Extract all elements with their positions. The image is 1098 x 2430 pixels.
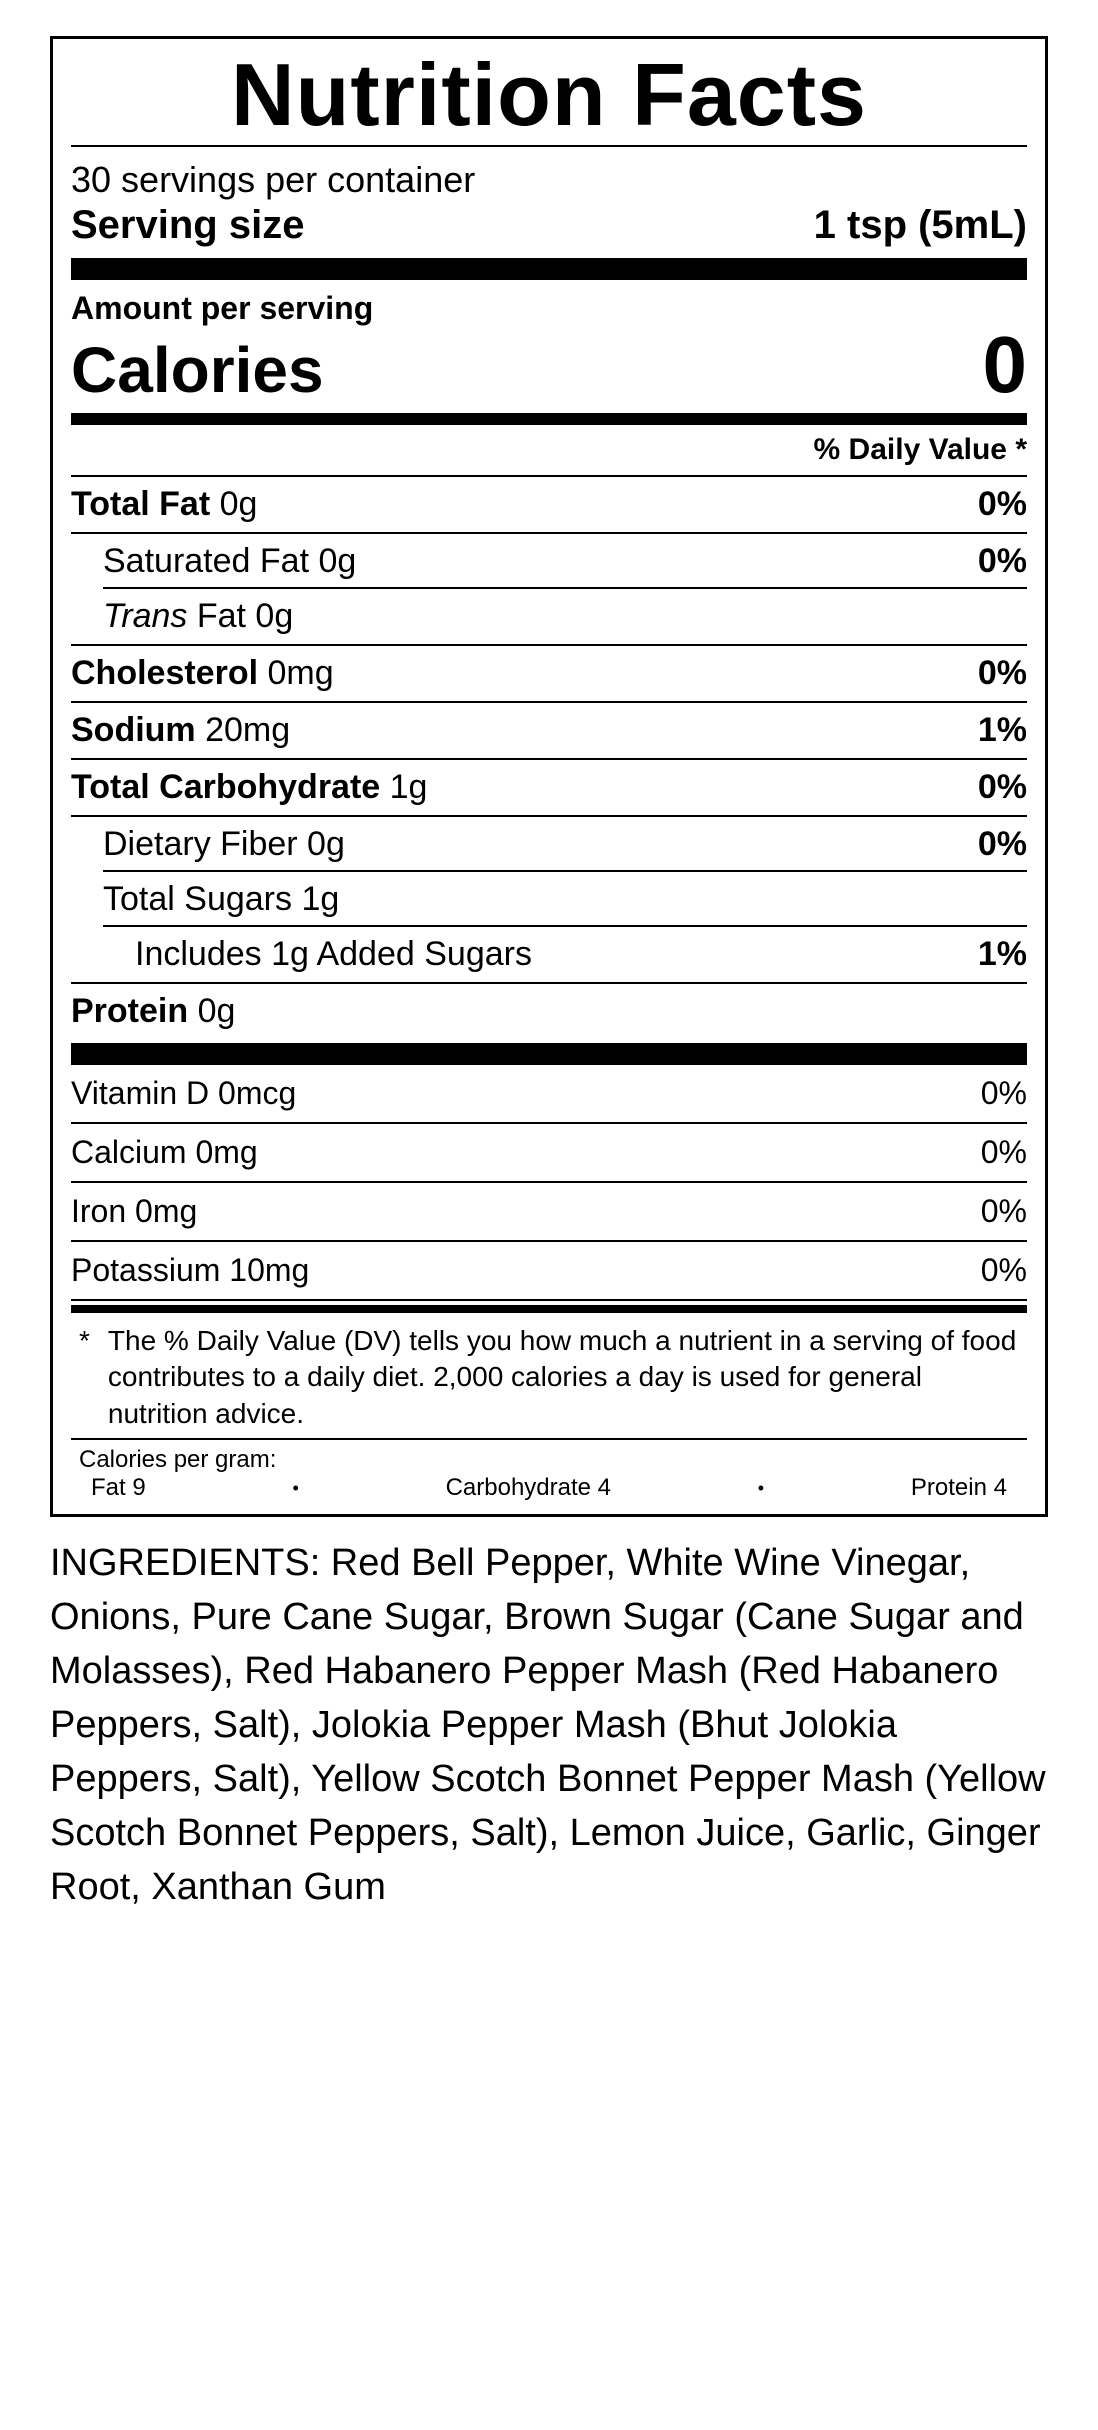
row-trans-fat: Trans Fat 0g — [71, 589, 1027, 646]
ingredients-list: INGREDIENTS: Red Bell Pepper, White Wine… — [50, 1537, 1048, 1915]
panel-title: Nutrition Facts — [71, 51, 1027, 147]
calories-label: Calories — [71, 333, 324, 407]
cpg-carb: Carbohydrate 4 — [446, 1474, 611, 1502]
cpg-fat: Fat 9 — [91, 1474, 146, 1502]
serving-size-value: 1 tsp (5mL) — [814, 203, 1027, 248]
sodium-dv: 1% — [978, 711, 1027, 750]
vitd-dv: 0% — [981, 1075, 1027, 1112]
row-added-sugars: Includes 1g Added Sugars 1% — [71, 927, 1027, 984]
row-iron: Iron 0mg 0% — [71, 1183, 1027, 1242]
sodium-name: Sodium — [71, 711, 196, 749]
row-sodium: Sodium 20mg 1% — [71, 703, 1027, 760]
row-cholesterol: Cholesterol 0mg 0% — [71, 646, 1027, 703]
carb-dv: 0% — [978, 768, 1027, 807]
row-sat-fat: Saturated Fat 0g 0% — [71, 534, 1027, 589]
dv-footnote: * The % Daily Value (DV) tells you how m… — [71, 1313, 1027, 1440]
potassium-name: Potassium 10mg — [71, 1252, 309, 1289]
cpg-label: Calories per gram: — [71, 1440, 1027, 1474]
sat-fat-name: Saturated Fat 0g — [103, 542, 356, 581]
iron-dv: 0% — [981, 1193, 1027, 1230]
trans-fat-prefix: Trans — [103, 597, 187, 635]
trans-fat-rest: Fat 0g — [187, 597, 293, 635]
sugars-name: Total Sugars 1g — [103, 880, 339, 919]
dot-icon: • — [292, 1478, 298, 1499]
nutrition-facts-panel: Nutrition Facts 30 servings per containe… — [50, 36, 1048, 1517]
calories-row: Calories 0 — [71, 329, 1027, 407]
footnote-text: The % Daily Value (DV) tells you how muc… — [108, 1323, 1019, 1432]
cpg-protein: Protein 4 — [911, 1474, 1007, 1502]
added-dv: 1% — [978, 935, 1027, 974]
total-fat-amt: 0g — [210, 485, 257, 523]
sodium-amt: 20mg — [196, 711, 291, 749]
iron-name: Iron 0mg — [71, 1193, 197, 1230]
servings-per-container: 30 servings per container — [71, 159, 1027, 201]
sat-fat-dv: 0% — [978, 542, 1027, 581]
calcium-dv: 0% — [981, 1134, 1027, 1171]
serving-size-row: Serving size 1 tsp (5mL) — [71, 203, 1027, 248]
cholesterol-amt: 0mg — [258, 654, 334, 692]
divider-thin — [71, 1305, 1027, 1313]
protein-name: Protein — [71, 992, 188, 1030]
carb-amt: 1g — [380, 768, 427, 806]
calories-value: 0 — [983, 329, 1028, 401]
serving-size-label: Serving size — [71, 203, 304, 248]
total-fat-name: Total Fat — [71, 485, 210, 523]
row-vitd: Vitamin D 0mcg 0% — [71, 1065, 1027, 1124]
row-calcium: Calcium 0mg 0% — [71, 1124, 1027, 1183]
row-protein: Protein 0g — [71, 984, 1027, 1039]
amount-per-serving: Amount per serving — [71, 290, 1027, 327]
row-sugars: Total Sugars 1g — [71, 872, 1027, 927]
row-potassium: Potassium 10mg 0% — [71, 1242, 1027, 1301]
divider-thick — [71, 258, 1027, 280]
potassium-dv: 0% — [981, 1252, 1027, 1289]
dot-icon: • — [758, 1478, 764, 1499]
row-total-fat: Total Fat 0g 0% — [71, 477, 1027, 534]
vitd-name: Vitamin D 0mcg — [71, 1075, 296, 1112]
dv-header: % Daily Value * — [71, 425, 1027, 477]
cholesterol-name: Cholesterol — [71, 654, 258, 692]
fiber-dv: 0% — [978, 825, 1027, 864]
protein-amt: 0g — [188, 992, 235, 1030]
carb-name: Total Carbohydrate — [71, 768, 380, 806]
total-fat-dv: 0% — [978, 485, 1027, 524]
cpg-row: Fat 9 • Carbohydrate 4 • Protein 4 — [71, 1474, 1027, 1506]
row-fiber: Dietary Fiber 0g 0% — [71, 817, 1027, 872]
divider-thick-2 — [71, 1043, 1027, 1065]
cholesterol-dv: 0% — [978, 654, 1027, 693]
added-name: Includes 1g Added Sugars — [135, 935, 532, 974]
divider-medium — [71, 413, 1027, 425]
footnote-asterisk: * — [79, 1323, 90, 1432]
fiber-name: Dietary Fiber 0g — [103, 825, 345, 864]
row-carb: Total Carbohydrate 1g 0% — [71, 760, 1027, 817]
calcium-name: Calcium 0mg — [71, 1134, 258, 1171]
